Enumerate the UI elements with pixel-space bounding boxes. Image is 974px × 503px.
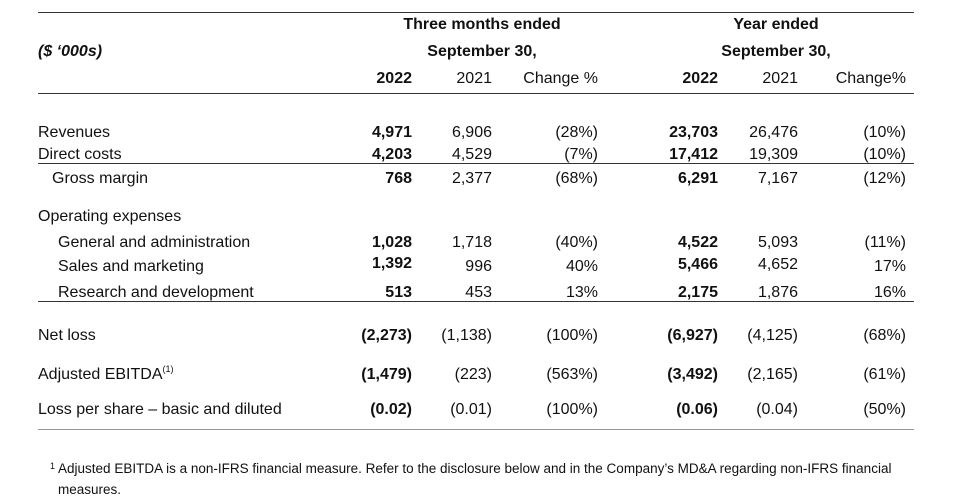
cell-q21: (1,138) [441,327,492,344]
section-heading-operating-expenses: Operating expenses [38,208,182,225]
cell-y21: 26,476 [749,124,798,141]
cell-y21: (2,165) [747,366,798,383]
cell-ych: 16% [873,284,906,301]
footnote-line1: Adjusted EBITDA is a non-IFRS financial … [58,461,892,476]
cell-y22: 17,412 [669,146,718,163]
cell-y22: 4,522 [677,234,718,251]
cell-q21: 1,718 [451,234,492,251]
cell-y22: (0.06) [676,401,718,418]
cell-y21: 7,167 [757,170,798,187]
cell-y22: 23,703 [669,124,718,141]
footnote-line2: measures. [58,482,122,497]
cell-q21: 996 [465,258,492,275]
footnote-ref: (1) [162,364,174,374]
cell-y22: 2,175 [677,284,718,301]
col-header-2022-q: 2022 [376,70,412,87]
cell-qch: (563%) [546,366,598,383]
cell-q22: 4,203 [371,146,412,163]
cell-y21: (4,125) [747,327,798,344]
cell-qch: 13% [565,284,598,301]
cell-q21: 4,529 [451,146,492,163]
cell-q22: 768 [385,170,412,187]
cell-y22: (3,492) [667,366,718,383]
cell-qch: 40% [565,258,598,275]
cell-y22: 5,466 [677,256,718,273]
year-ended-title: Year ended [733,16,819,33]
cell-q22: 4,971 [371,124,412,141]
row-label: Net loss [38,327,96,344]
cell-y21: 5,093 [757,234,798,251]
cell-qch: (68%) [555,170,598,187]
cell-q22: (0.02) [370,401,412,418]
cell-y22: 6,291 [677,170,718,187]
row-label: Revenues [38,124,111,141]
cell-ych: 17% [873,258,906,275]
cell-ych: (68%) [863,327,906,344]
expenses-total-rule [38,301,914,302]
cell-qch: (40%) [555,234,598,251]
cell-y21: (0.04) [756,401,798,418]
cell-q21: 453 [465,284,492,301]
bottom-rule [38,429,914,430]
col-header-2022-y: 2022 [682,70,718,87]
row-label: Loss per share – basic and diluted [38,401,282,418]
cell-q22: 1,392 [371,255,412,272]
cell-q21: 2,377 [451,170,492,187]
cell-y21: 1,876 [757,284,798,301]
col-header-2021-y: 2021 [762,70,798,87]
header-rule [38,93,914,94]
three-months-title: Three months ended [403,16,561,33]
cell-ych: (12%) [863,170,906,187]
row-label: Gross margin [52,170,149,187]
row-label: Sales and marketing [58,258,204,275]
cell-ych: (10%) [863,124,906,141]
col-header-2021-q: 2021 [456,70,492,87]
cell-qch: (7%) [564,146,598,163]
subtotal-rule [38,163,914,164]
col-header-change-y: Change% [835,70,906,87]
row-label: Adjusted EBITDA(1) [38,364,174,384]
cell-q22: (1,479) [361,366,412,383]
cell-q22: 1,028 [371,234,412,251]
cell-y21: 19,309 [749,146,798,163]
three-months-subtitle: September 30, [427,43,537,60]
cell-ych: (50%) [863,401,906,418]
cell-y22: (6,927) [667,327,718,344]
footnote-marker: 1 [50,461,56,471]
cell-q22: 513 [385,284,412,301]
cell-ych: (61%) [863,366,906,383]
top-rule [38,12,914,13]
footnote: 1 Adjusted EBITDA is a non-IFRS financia… [50,458,891,479]
row-label: Research and development [58,284,254,301]
cell-qch: (100%) [546,327,598,344]
cell-ych: (10%) [863,146,906,163]
col-header-change-q: Change % [523,70,598,87]
cell-q21: (0.01) [450,401,492,418]
cell-q22: (2,273) [361,327,412,344]
row-label: Direct costs [38,146,122,163]
cell-q21: 6,906 [451,124,492,141]
cell-ych: (11%) [864,234,907,251]
row-label-text: Adjusted EBITDA [38,366,163,383]
cell-y21: 4,652 [757,256,798,273]
cell-qch: (100%) [546,401,598,418]
year-ended-subtitle: September 30, [721,43,831,60]
row-label: General and administration [58,234,251,251]
units-label: ($ ‘000s) [38,43,103,60]
cell-q21: (223) [454,366,492,383]
cell-qch: (28%) [555,124,598,141]
